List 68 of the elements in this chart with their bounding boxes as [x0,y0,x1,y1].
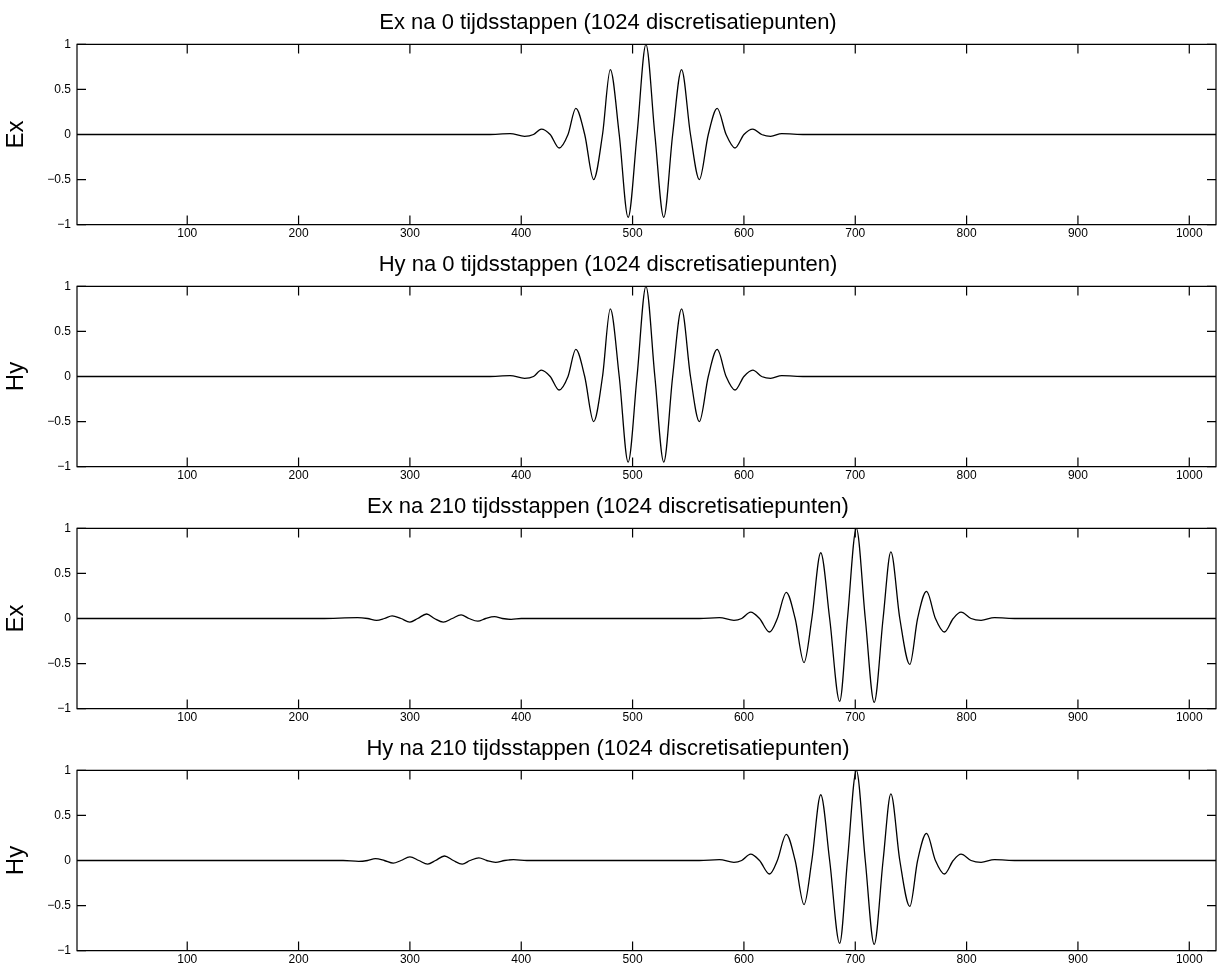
x-tick-label: 600 [733,709,755,724]
x-tick-label: 800 [956,225,977,240]
y-axis-title: Ex [1,120,29,149]
x-tick-label: 500 [622,467,643,482]
x-tick-label: 900 [1067,225,1089,240]
x-tick-label: 300 [399,225,421,240]
y-tick-label: −0.5 [47,655,72,670]
y-axis-title: Hy [1,845,29,876]
x-tick-label: 100 [177,709,198,724]
x-tick-label: 500 [622,709,643,724]
x-tick-label: 400 [511,225,532,240]
x-tick-label: 1000 [1175,709,1203,724]
x-tick-label: 900 [1067,951,1089,966]
y-tick-label: 0 [64,368,72,383]
y-tick-label: 0 [64,610,72,625]
x-tick-label: 700 [845,951,866,966]
x-tick-label: 700 [845,467,866,482]
chart-title: Ex na 210 tijdsstappen (1024 discretisatiepunten) [367,493,849,519]
x-tick-label: 600 [733,467,755,482]
x-tick-label: 200 [288,951,309,966]
y-tick-label: 0 [64,126,72,141]
y-axis-title: Ex [1,604,29,633]
x-tick-label: 400 [511,951,532,966]
x-tick-label: 700 [845,709,866,724]
x-tick-label: 100 [177,467,198,482]
y-tick-label: −1 [57,458,72,473]
x-tick-label: 400 [511,709,532,724]
x-tick-label: 300 [399,951,421,966]
y-tick-label: 1 [64,278,72,293]
y-tick-label: 1 [64,36,72,51]
y-tick-label: −1 [57,700,72,715]
x-tick-label: 200 [288,225,309,240]
x-tick-label: 800 [956,951,977,966]
x-tick-label: 100 [177,225,198,240]
y-tick-label: 0 [64,852,72,867]
y-tick-label: −1 [57,942,72,957]
x-tick-label: 600 [733,225,755,240]
chart-title: Hy na 0 tijdsstappen (1024 discretisatiepunten) [378,251,838,277]
x-tick-label: 1000 [1175,467,1203,482]
x-tick-label: 500 [622,225,643,240]
x-tick-label: 600 [733,951,755,966]
y-tick-label: 1 [64,762,72,777]
x-tick-label: 500 [622,951,643,966]
y-tick-label: 0.5 [54,565,72,580]
y-tick-label: 0.5 [54,807,72,822]
y-axis-title: Hy [1,361,29,392]
x-tick-label: 1000 [1175,951,1203,966]
y-tick-label: −0.5 [47,171,72,186]
x-tick-label: 200 [288,709,309,724]
x-tick-label: 900 [1067,467,1089,482]
x-tick-label: 800 [956,467,977,482]
x-tick-label: 1000 [1175,225,1203,240]
x-tick-label: 300 [399,467,421,482]
x-tick-label: 200 [288,467,309,482]
x-tick-label: 800 [956,709,977,724]
y-tick-label: 1 [64,520,72,535]
y-tick-label: 0.5 [54,323,72,338]
chart-title: Hy na 210 tijdsstappen (1024 discretisatiepunten) [366,735,850,761]
x-tick-label: 400 [511,467,532,482]
x-tick-label: 100 [177,951,198,966]
x-tick-label: 300 [399,709,421,724]
chart-title: Ex na 0 tijdsstappen (1024 discretisatiepunten) [379,9,837,35]
y-tick-label: 0.5 [54,81,72,96]
x-tick-label: 900 [1067,709,1089,724]
y-tick-label: −1 [57,216,72,231]
y-tick-label: −0.5 [47,413,72,428]
x-tick-label: 700 [845,225,866,240]
y-tick-label: −0.5 [47,897,72,912]
